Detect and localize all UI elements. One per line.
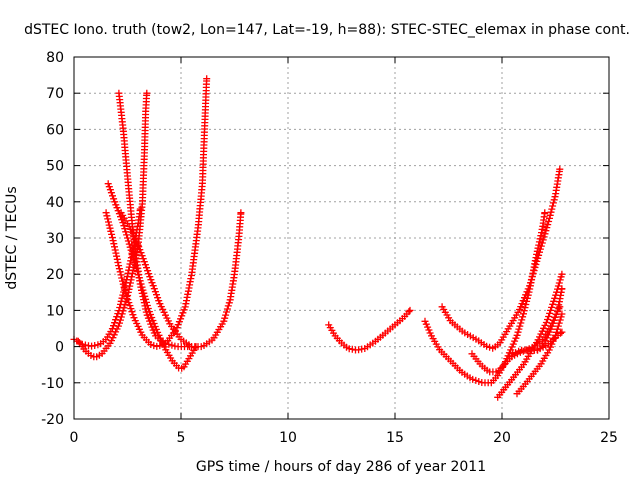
- x-tick-label: 0: [70, 430, 79, 446]
- y-tick-label: 60: [46, 122, 64, 138]
- axis-ticks: [73, 56, 610, 420]
- data-marks: [117, 209, 245, 351]
- data-marks: [115, 89, 194, 351]
- x-tick-label: 20: [493, 430, 511, 446]
- series-arc-05: [115, 89, 194, 351]
- series-arc-07: [325, 306, 414, 354]
- y-tick-label: -20: [41, 412, 64, 428]
- data-marks: [438, 165, 564, 352]
- y-tick-label: -10: [41, 376, 64, 392]
- x-tick-label: 15: [386, 430, 404, 446]
- x-tick-labels: 0 5 10 15 20 25: [70, 430, 618, 446]
- y-tick-label: 40: [46, 195, 64, 211]
- x-tick-label: 10: [279, 430, 297, 446]
- y-tick-labels: -20 -10 0 10 20 30 40 50 60 70 80: [41, 50, 64, 428]
- y-tick-label: 80: [46, 50, 64, 66]
- y-tick-label: 50: [46, 159, 64, 175]
- data-marks: [494, 270, 566, 401]
- data-marks: [524, 328, 566, 354]
- x-axis-label: GPS time / hours of day 286 of year 2011: [196, 459, 486, 475]
- y-axis-label: dSTEC / TECUs: [4, 186, 20, 289]
- y-tick-label: 70: [46, 86, 64, 102]
- series-layer: [70, 75, 566, 401]
- data-marks: [102, 75, 211, 350]
- y-tick-label: 30: [46, 231, 64, 247]
- y-tick-label: 20: [46, 267, 64, 283]
- x-tick-label: 5: [177, 430, 186, 446]
- x-tick-label: 25: [600, 430, 618, 446]
- chart-title: dSTEC Iono. truth (tow2, Lon=147, Lat=-1…: [24, 22, 630, 38]
- series-arc-14: [524, 328, 566, 354]
- grid: [74, 57, 609, 419]
- y-tick-label: 10: [46, 303, 64, 319]
- data-marks: [325, 306, 414, 354]
- series-arc-09: [438, 165, 564, 352]
- series-arc-11: [494, 270, 566, 401]
- y-tick-label: 0: [55, 340, 64, 356]
- series-arc-06: [117, 209, 245, 351]
- series-arc-03: [102, 75, 211, 350]
